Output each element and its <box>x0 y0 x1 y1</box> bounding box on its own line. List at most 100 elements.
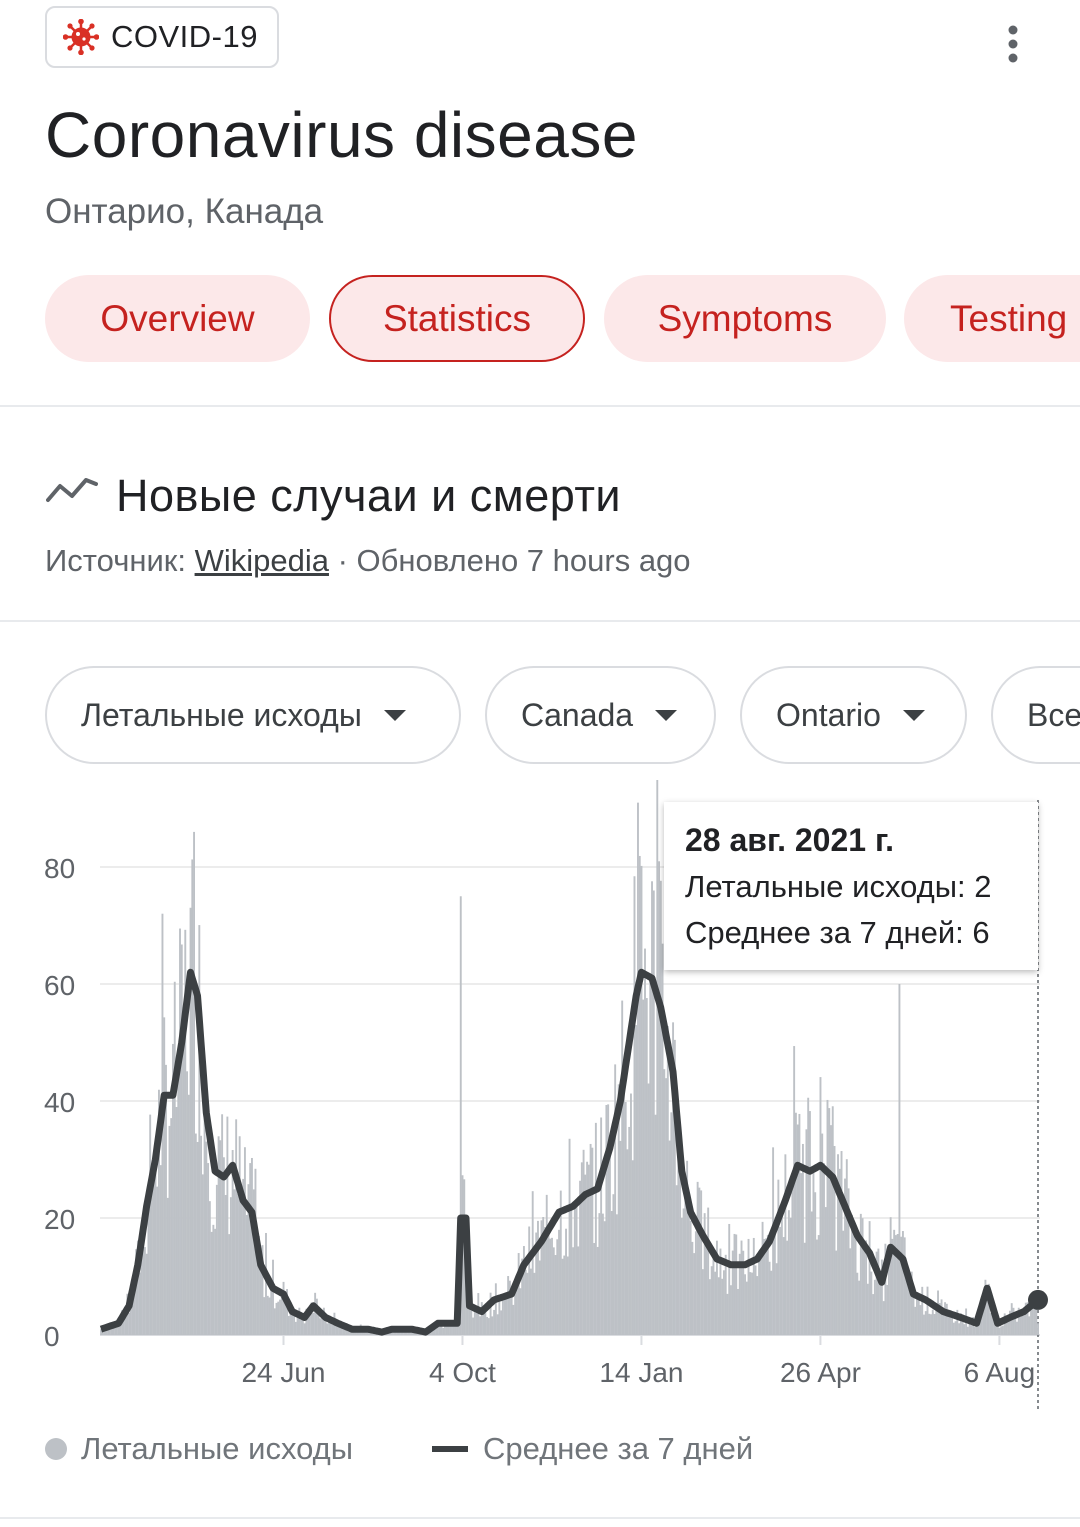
deaths-bar <box>723 1270 725 1335</box>
deaths-bar <box>919 1305 922 1335</box>
deaths-bar <box>561 1258 564 1335</box>
location-subtitle: Онтарио, Канада <box>45 192 324 231</box>
deaths-bar <box>644 948 646 1335</box>
deaths-bar <box>642 999 645 1335</box>
more-vert-icon[interactable] <box>995 22 1031 66</box>
deaths-bar <box>449 1323 452 1335</box>
deaths-bar <box>229 1197 232 1335</box>
deaths-bar <box>877 1248 880 1335</box>
deaths-chart[interactable]: 0 20 40 60 80 24 Jun 4 Oct 14 Jan 26 Apr 6 Aug <box>0 780 1080 1420</box>
deaths-bar <box>787 1210 790 1335</box>
deaths-bar <box>305 1308 308 1335</box>
deaths-bar <box>486 1316 489 1335</box>
deaths-bar <box>519 1288 522 1335</box>
deaths-bar <box>1026 1302 1029 1335</box>
deaths-bar <box>363 1331 366 1335</box>
tab-overview[interactable]: Overview <box>45 275 310 362</box>
country-dropdown[interactable]: Canada <box>485 666 716 764</box>
deaths-bar <box>759 1252 762 1335</box>
tab-testing[interactable]: Testing <box>904 275 1080 362</box>
deaths-bar <box>652 890 655 1335</box>
deaths-bar <box>870 1271 873 1335</box>
tab-symptoms[interactable]: Symptoms <box>604 275 886 362</box>
deaths-bar <box>238 1136 241 1335</box>
deaths-bar <box>319 1318 322 1335</box>
deaths-bar <box>191 859 194 1335</box>
deaths-bar <box>817 1235 820 1335</box>
deaths-bar <box>180 944 183 1335</box>
deaths-bar <box>533 1272 536 1335</box>
legend-dot-icon <box>45 1438 67 1460</box>
deaths-bar <box>547 1232 550 1335</box>
deaths-bar <box>728 1223 731 1335</box>
deaths-bar <box>522 1246 525 1335</box>
deaths-bar <box>816 1239 818 1335</box>
deaths-bar <box>524 1269 527 1335</box>
deaths-bar <box>501 1297 504 1335</box>
tab-statistics[interactable]: Statistics <box>329 275 585 362</box>
deaths-bar <box>715 1240 718 1335</box>
deaths-bar <box>508 1280 511 1335</box>
deaths-bar <box>475 1308 478 1335</box>
deaths-bar <box>615 1214 618 1335</box>
deaths-bar <box>708 1279 711 1335</box>
deaths-bar <box>940 1299 943 1335</box>
legend-deaths-label: Летальные исходы <box>81 1431 354 1466</box>
deaths-bar <box>312 1312 315 1335</box>
deaths-bar <box>110 1324 113 1335</box>
period-dropdown[interactable]: Все <box>991 666 1080 764</box>
deaths-bar <box>273 1308 276 1335</box>
deaths-bar <box>496 1314 499 1335</box>
x-tick-label: 6 Aug <box>964 1357 1036 1388</box>
deaths-bar <box>961 1318 964 1335</box>
deaths-bar <box>775 1263 778 1335</box>
deaths-bar <box>1030 1303 1032 1335</box>
deaths-bar <box>968 1322 971 1335</box>
deaths-bar <box>589 1143 592 1335</box>
region-dropdown[interactable]: Ontario <box>740 666 967 764</box>
deaths-bar <box>923 1314 925 1335</box>
deaths-bar <box>186 1071 188 1335</box>
deaths-bar <box>603 1221 606 1335</box>
deaths-bar <box>214 1228 217 1335</box>
deaths-bar <box>145 1253 148 1335</box>
deaths-bar <box>342 1325 345 1335</box>
source-link[interactable]: Wikipedia <box>194 543 329 578</box>
deaths-bar <box>559 1190 562 1335</box>
deaths-bar <box>265 1232 267 1335</box>
deaths-bar <box>479 1316 482 1335</box>
deaths-bar <box>163 1017 166 1335</box>
deaths-bar <box>1003 1313 1006 1335</box>
deaths-bar <box>570 1206 573 1335</box>
deaths-bar <box>954 1321 957 1335</box>
deaths-bar <box>801 1143 804 1335</box>
deaths-bar <box>737 1288 739 1335</box>
dropdown-arrow-icon <box>655 709 678 721</box>
y-tick-label: 60 <box>44 970 75 1001</box>
deaths-bar <box>412 1331 415 1335</box>
deaths-bar <box>882 1301 885 1335</box>
deaths-bar <box>931 1309 934 1335</box>
covid-chip[interactable]: COVID-19 <box>45 6 279 68</box>
deaths-bar <box>675 1185 678 1335</box>
deaths-bar <box>861 1218 864 1335</box>
deaths-bar <box>889 1217 892 1335</box>
deaths-bar <box>159 1165 162 1335</box>
deaths-bar <box>987 1283 990 1335</box>
deaths-bar <box>649 973 652 1335</box>
deaths-bar <box>696 1181 699 1335</box>
deaths-bar <box>252 1189 255 1335</box>
deaths-bar <box>900 1236 903 1335</box>
highlight-point <box>1028 1289 1048 1310</box>
deaths-bar <box>694 1231 697 1335</box>
deaths-bar <box>586 1161 589 1335</box>
deaths-bar <box>617 1084 620 1335</box>
deaths-bar <box>301 1318 304 1335</box>
dropdown-arrow-icon <box>902 709 925 721</box>
deaths-bar <box>930 1314 932 1335</box>
deaths-bar <box>947 1309 950 1335</box>
deaths-bar <box>866 1283 869 1335</box>
metric-dropdown[interactable]: Летальные исходы <box>45 666 461 764</box>
deaths-bar <box>630 1093 632 1335</box>
deaths-bar <box>973 1327 976 1335</box>
